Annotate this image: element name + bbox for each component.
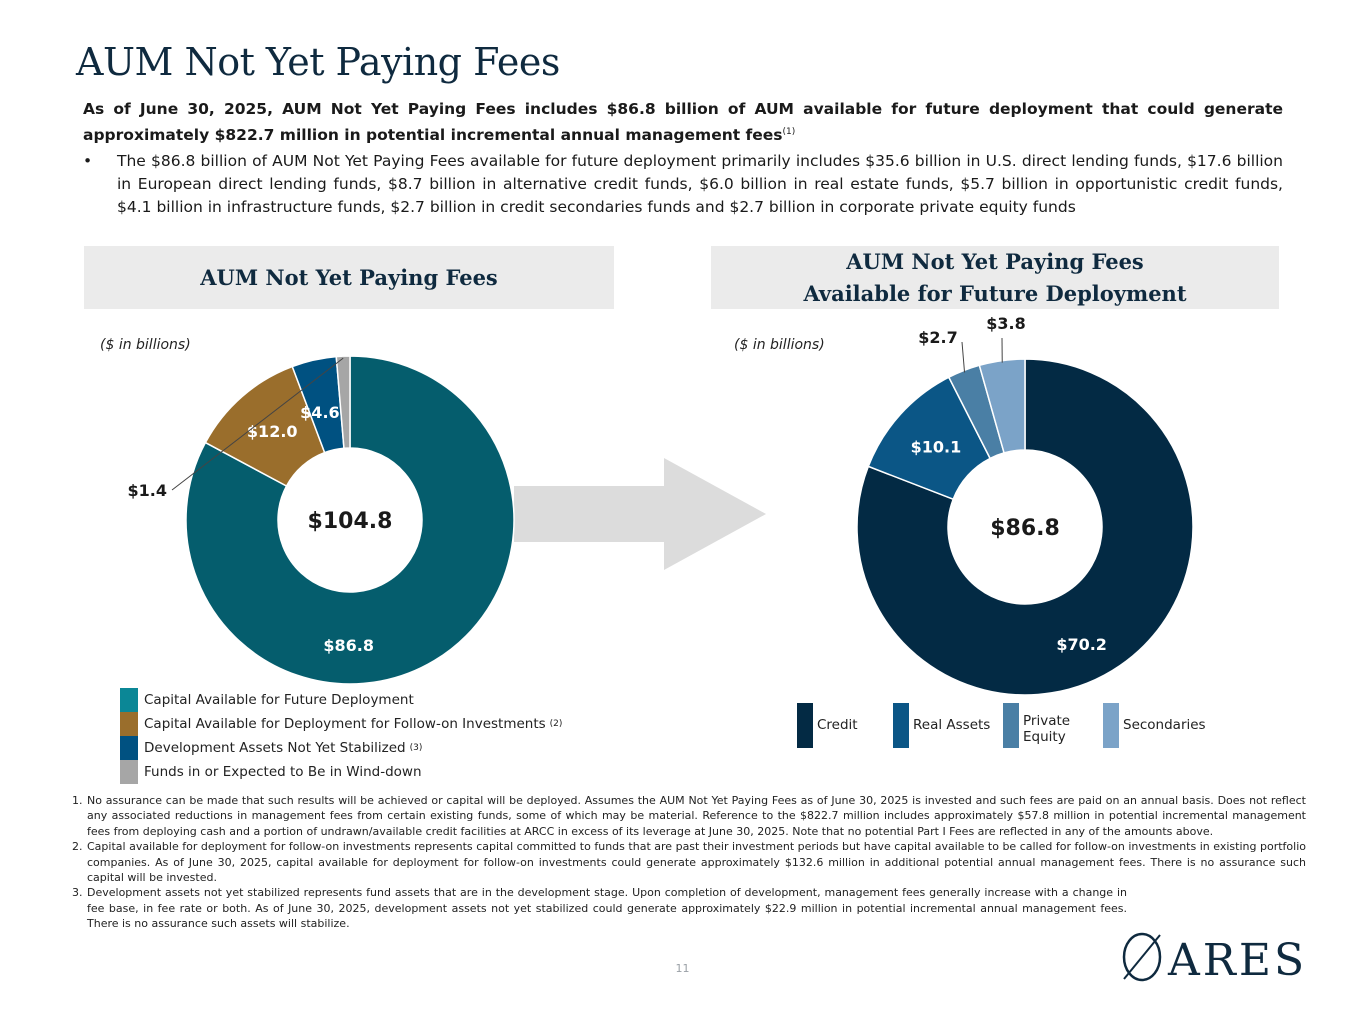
- legend-item-wind-down: Funds in or Expected to Be in Wind-down: [120, 760, 562, 784]
- lead-summary: As of June 30, 2025, AUM Not Yet Paying …: [83, 98, 1283, 147]
- right-units-label: ($ in billions): [734, 337, 825, 353]
- footnote-number: 3.: [72, 886, 83, 900]
- left-legend: Capital Available for Future Deployment …: [120, 688, 562, 784]
- data-label-3: $1.4: [128, 481, 167, 500]
- left-units-label: ($ in billions): [100, 337, 191, 353]
- data-label-1: $10.1: [911, 438, 962, 457]
- legend-label: Funds in or Expected to Be in Wind-down: [144, 764, 422, 780]
- donut-slice-0: [185, 355, 515, 685]
- footnote-1: 1. No assurance can be made that such re…: [72, 793, 1306, 839]
- donut-chart-left: $86.8 $12.0$4.6 $1.4 $104.8: [128, 355, 515, 685]
- bullet-point: • The $86.8 billion of AUM Not Yet Payin…: [83, 150, 1283, 219]
- lead-footnote-ref: (1): [782, 127, 796, 137]
- donut-slice-3: [335, 355, 351, 450]
- legend-label: Secondaries: [1123, 717, 1206, 733]
- legend-swatch: [797, 703, 813, 748]
- page-number: 11: [675, 962, 690, 975]
- footnotes: 1. No assurance can be made that such re…: [72, 793, 1306, 932]
- center-total-label: $86.8: [990, 516, 1060, 541]
- flow-arrow: [514, 458, 766, 570]
- donut-slice-0: [856, 358, 1194, 696]
- legend-label: Capital Available for Future Deployment: [144, 692, 414, 708]
- legend-label: Development Assets Not Yet Stabilized: [144, 740, 406, 756]
- data-label-2: $4.6: [300, 403, 339, 422]
- legend-item-capital-future-deployment: Capital Available for Future Deployment: [120, 688, 562, 712]
- right-chart-header-line1: AUM Not Yet Paying Fees: [846, 248, 1144, 274]
- footnote-text: Development assets not yet stabilized re…: [87, 886, 1127, 931]
- legend-label: Real Assets: [913, 717, 991, 733]
- legend-swatch: [120, 688, 138, 712]
- right-chart-header: AUM Not Yet Paying Fees Available for Fu…: [711, 246, 1279, 309]
- leader-line-2: [961, 341, 966, 373]
- data-label-0: $86.8: [323, 636, 374, 655]
- footnote-3: 3. Development assets not yet stabilized…: [72, 885, 1127, 931]
- footnote-text: Capital available for deployment for fol…: [87, 840, 1306, 885]
- center-total-label: $104.8: [308, 509, 393, 534]
- footnote-text: No assurance can be made that such resul…: [87, 794, 1306, 838]
- data-label-1: $12.0: [247, 422, 298, 441]
- data-label-0: $70.2: [1056, 635, 1107, 654]
- legend-swatch: [893, 703, 909, 748]
- legend-footnote-ref: (2): [549, 719, 563, 729]
- right-chart-header-line2: Available for Future Deployment: [803, 280, 1187, 306]
- donut-chart-right: $70.2 $10.1 $2.7 $3.8 $86.8: [856, 314, 1194, 696]
- legend-swatch: [1103, 703, 1119, 748]
- leader-line-3: [171, 357, 344, 491]
- ares-logo-wordmark: ARES: [1168, 935, 1308, 986]
- page-title: AUM Not Yet Paying Fees: [76, 40, 560, 84]
- legend-swatch: [120, 760, 138, 784]
- footnote-2: 2. Capital available for deployment for …: [72, 839, 1306, 885]
- bullet-text: The $86.8 billion of AUM Not Yet Paying …: [117, 152, 1283, 216]
- left-chart-header: AUM Not Yet Paying Fees: [84, 246, 614, 309]
- legend-label: Capital Available for Deployment for Fol…: [144, 716, 546, 732]
- donut-slice-3: [978, 358, 1026, 454]
- legend-label: Credit: [817, 717, 858, 733]
- footnote-number: 2.: [72, 840, 83, 854]
- legend-swatch: [120, 712, 138, 736]
- legend-label: Private Equity: [1023, 713, 1071, 745]
- lead-text: As of June 30, 2025, AUM Not Yet Paying …: [83, 100, 1283, 145]
- legend-swatch: [1003, 703, 1019, 748]
- legend-item-follow-on-investments: Capital Available for Deployment for Fol…: [120, 712, 562, 736]
- legend-swatch: [120, 736, 138, 760]
- data-label-2: $2.7: [918, 328, 957, 347]
- ares-logo-mark-icon: [1122, 932, 1162, 982]
- bullet-icon: •: [83, 152, 93, 170]
- legend-footnote-ref: (3): [409, 743, 423, 753]
- legend-item-development-assets: Development Assets Not Yet Stabilized (3…: [120, 736, 562, 760]
- data-label-3: $3.8: [986, 314, 1025, 333]
- ares-logo: ARES: [1118, 931, 1308, 986]
- footnote-number: 1.: [72, 794, 83, 807]
